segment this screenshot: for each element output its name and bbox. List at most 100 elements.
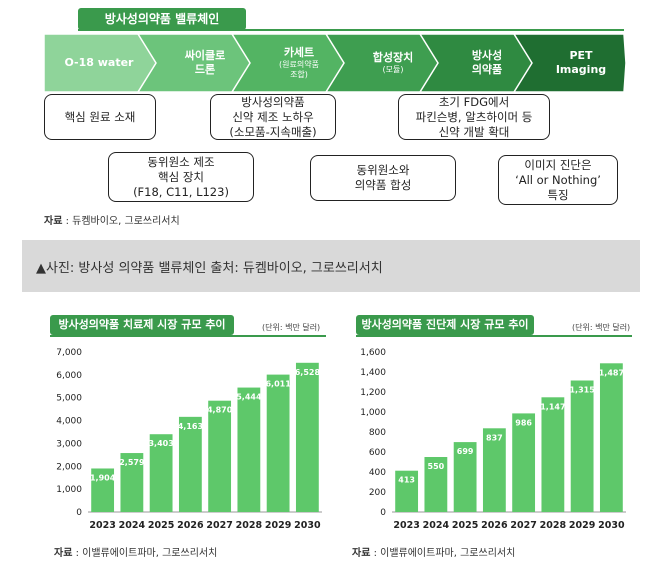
- x-tick-label: 2025: [452, 520, 478, 531]
- value-chain-step-label-6: PET Imaging: [532, 34, 630, 92]
- value-chain-step-4: [325, 34, 455, 92]
- y-tick-label: 600: [369, 448, 386, 458]
- photo-caption: ▲사진: 방사성 의약품 밸류체인 출처: 듀켐바이오, 그로쓰리서치: [22, 240, 640, 292]
- bar-2027: [512, 413, 536, 512]
- value-chain-arrows: [44, 34, 626, 92]
- bar-2025: [149, 434, 173, 512]
- value-chain-step-label-2: 싸이클로 드론: [156, 34, 254, 92]
- y-tick-label: 1,200: [360, 388, 386, 398]
- value-chain-step-title: 합성장치: [372, 51, 414, 64]
- y-tick-label: 1,600: [360, 348, 386, 358]
- bar-value-label: 4,870: [207, 406, 233, 415]
- value-chain-step-2: [137, 34, 267, 92]
- diagnostic-chart-title-underline: [356, 335, 632, 337]
- box-imaging-feature: 이미지 진단은 ‘All or Nothing’ 특징: [498, 155, 618, 205]
- value-chain-step-3: [231, 34, 361, 92]
- box-drug-know-how: 방사성의약품 신약 제조 노하우 (소모품-지속매출): [210, 94, 336, 140]
- bar-value-label: 1,904: [90, 473, 116, 482]
- bar-2027: [208, 400, 232, 512]
- bar-2028: [541, 397, 565, 512]
- bar-2024: [120, 453, 144, 512]
- value-chain-step-subtitle: (모듈): [382, 65, 404, 74]
- bar-value-label: 1,487: [599, 368, 624, 377]
- value-chain-step-title: 싸이클로 드론: [184, 49, 226, 76]
- value-chain-step-title: PET Imaging: [555, 49, 607, 76]
- y-tick-label: 200: [369, 488, 386, 498]
- bar-value-label: 986: [515, 418, 532, 427]
- x-tick-label: 2027: [206, 520, 232, 531]
- y-tick-label: 3,000: [56, 439, 82, 449]
- x-tick-label: 2023: [89, 520, 115, 531]
- value-chain-step-label-3: 카세트 (원료의약품 조합): [250, 34, 348, 92]
- x-tick-label: 2030: [598, 520, 625, 531]
- x-tick-label: 2028: [236, 520, 263, 531]
- bar-2026: [482, 428, 506, 512]
- bar-2024: [424, 457, 448, 512]
- y-tick-label: 7,000: [56, 348, 82, 358]
- diagnostic-market-chart: 0 200 400 600 800 1,000 1,200 1,400 1,600 413 2023…: [360, 348, 626, 531]
- bar-value-label: 699: [457, 447, 474, 456]
- x-tick-label: 2025: [148, 520, 174, 531]
- value-chain-step-title: O-18 water: [64, 56, 134, 69]
- therapeutic-market-chart: 0 1,000 2,000 3,000 4,000 5,000 6,000 7,000 1,90…: [56, 348, 322, 531]
- bar-2025: [453, 442, 477, 512]
- box-core-materials: 핵심 원료 소재: [44, 94, 156, 140]
- bar-value-label: 550: [428, 462, 445, 471]
- bar-2030: [295, 362, 319, 512]
- therapeutic-chart-source: 자료 : 이밸류에이트파마, 그로쓰리서치: [54, 548, 218, 559]
- x-tick-label: 2027: [510, 520, 536, 531]
- bar-2030: [599, 363, 623, 512]
- value-chain-title: 방사성의약품 밸류체인: [78, 8, 246, 30]
- y-tick-label: 1,000: [360, 408, 386, 418]
- bar-value-label: 5,444: [236, 393, 262, 402]
- diagnostic-chart-unit: (단위: 백만 달러): [572, 323, 631, 332]
- y-tick-label: 4,000: [56, 417, 82, 427]
- therapeutic-chart-unit: (단위: 백만 달러): [262, 323, 321, 332]
- y-tick-label: 1,400: [360, 368, 386, 378]
- bar-2029: [266, 374, 290, 512]
- therapeutic-chart-title: 방사성의약품 치료제 시장 규모 추이: [50, 315, 234, 335]
- y-tick-label: 800: [369, 428, 386, 438]
- x-tick-label: 2024: [119, 520, 146, 531]
- x-tick-label: 2026: [481, 520, 508, 531]
- box-isotope-synthesis: 동위원소와 의약품 합성: [310, 155, 456, 201]
- y-tick-label: 1,000: [56, 485, 82, 495]
- bar-value-label: 6,011: [265, 380, 291, 389]
- box-isotope-device: 동위원소 제조 핵심 장치 (F18, C11, L123): [108, 152, 254, 202]
- diagnostic-chart-title: 방사성의약품 진단제 시장 규모 추이: [356, 315, 534, 335]
- value-chain-step-6: [513, 34, 626, 92]
- bar-2029: [570, 380, 594, 512]
- value-chain-step-title: 카세트: [283, 46, 315, 59]
- y-tick-label: 0: [76, 508, 82, 518]
- value-chain-step-subtitle: (원료의약품 조합): [279, 60, 319, 79]
- x-tick-label: 2026: [177, 520, 204, 531]
- x-tick-label: 2030: [294, 520, 321, 531]
- diagnostic-chart-source: 자료 : 이밸류에이트파마, 그로쓰리서치: [352, 548, 516, 559]
- value-chain-step-5: [419, 34, 549, 92]
- value-chain-step-label-5: 방사성 의약품: [438, 34, 536, 92]
- bar-value-label: 2,579: [119, 458, 145, 467]
- bar-2026: [178, 416, 202, 512]
- bar-value-label: 1,147: [540, 402, 565, 411]
- bar-value-label: 4,163: [178, 422, 203, 431]
- value-chain-source: 자료 : 듀켐바이오, 그로쓰리서치: [44, 216, 180, 227]
- value-chain-title-underline: [78, 29, 624, 31]
- bar-value-label: 6,528: [295, 368, 321, 377]
- bar-2023: [395, 470, 419, 512]
- bar-value-label: 1,315: [569, 386, 595, 395]
- x-tick-label: 2023: [393, 520, 419, 531]
- box-new-drug-expansion: 초기 FDG에서 파킨슨병, 알츠하이머 등 신약 개발 확대: [398, 94, 550, 140]
- y-tick-label: 0: [380, 508, 386, 518]
- x-tick-label: 2029: [569, 520, 595, 531]
- y-tick-label: 2,000: [56, 462, 82, 472]
- bar-value-label: 413: [398, 476, 415, 485]
- value-chain-step-title: 방사성 의약품: [471, 49, 503, 76]
- bar-2023: [91, 468, 115, 512]
- y-tick-label: 400: [369, 468, 386, 478]
- x-tick-label: 2024: [423, 520, 450, 531]
- bar-value-label: 837: [486, 433, 503, 442]
- x-tick-label: 2029: [265, 520, 291, 531]
- value-chain-step-label-1: O-18 water: [44, 34, 154, 92]
- therapeutic-chart-title-underline: [50, 335, 326, 337]
- bar-value-label: 3,403: [148, 439, 173, 448]
